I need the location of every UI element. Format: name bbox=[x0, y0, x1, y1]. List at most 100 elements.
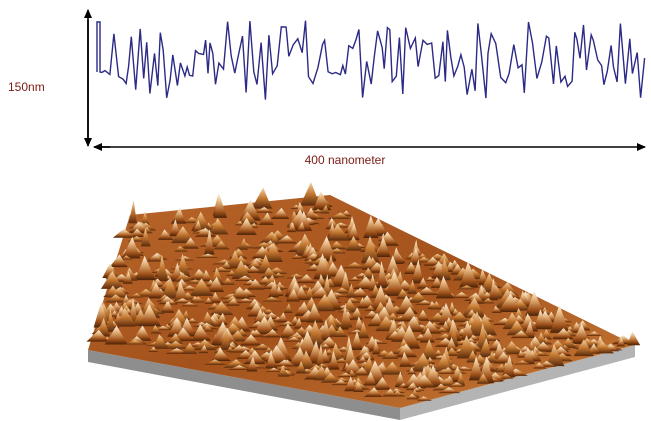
surface-peak bbox=[434, 349, 443, 356]
surface-peak bbox=[356, 356, 367, 363]
surface-peak bbox=[122, 271, 133, 284]
surface-peak bbox=[191, 324, 211, 341]
surface-peak bbox=[172, 327, 195, 342]
surface-peak bbox=[261, 267, 279, 279]
surface-peak bbox=[510, 330, 530, 339]
surface-peak bbox=[250, 343, 272, 350]
surface-peak bbox=[361, 255, 375, 270]
surface-peak bbox=[430, 276, 444, 288]
surface-peak bbox=[245, 261, 264, 269]
surface-peak bbox=[122, 236, 141, 259]
surface-peak bbox=[307, 319, 325, 347]
surface-peak bbox=[296, 274, 316, 284]
surface-peak bbox=[403, 373, 426, 389]
surface-peak bbox=[478, 338, 492, 358]
surface-peak bbox=[448, 311, 470, 323]
surface-peak bbox=[438, 302, 456, 326]
surface-peak bbox=[202, 325, 215, 332]
surface-peak bbox=[170, 207, 186, 224]
surface-peak bbox=[116, 307, 135, 327]
surface-peak bbox=[456, 371, 466, 386]
surface-peak bbox=[320, 204, 330, 214]
surface-peak bbox=[350, 331, 363, 350]
surface-peak bbox=[459, 261, 479, 288]
surface-peak bbox=[204, 359, 227, 365]
surface-peak bbox=[491, 305, 502, 313]
surface-peak bbox=[112, 228, 137, 238]
surface-peak bbox=[345, 283, 355, 298]
surface-peak bbox=[468, 356, 484, 381]
surface-peak bbox=[262, 242, 283, 263]
surface-peak bbox=[356, 295, 376, 309]
surface-peak bbox=[104, 325, 128, 345]
surface-peak bbox=[265, 367, 283, 372]
surface-peak bbox=[204, 297, 213, 304]
surface-peak bbox=[173, 272, 190, 282]
surface-peak bbox=[313, 253, 332, 280]
surface-peak bbox=[226, 250, 243, 269]
surface-peak bbox=[498, 373, 514, 379]
surface-right-side bbox=[400, 345, 635, 420]
surface-peak bbox=[174, 256, 195, 261]
surface-peak bbox=[367, 262, 390, 273]
surface-peak bbox=[161, 277, 179, 299]
surface-peak bbox=[124, 340, 148, 345]
surface-peak bbox=[140, 227, 151, 247]
surface-peak bbox=[439, 258, 451, 281]
surface-peak bbox=[273, 359, 297, 367]
surface-peak bbox=[274, 235, 298, 244]
surface-peak bbox=[571, 323, 590, 344]
surface-peak bbox=[627, 331, 641, 346]
surface-peak bbox=[519, 313, 539, 332]
surface-peak bbox=[295, 361, 307, 374]
surface-peak bbox=[407, 279, 417, 294]
surface-peak bbox=[222, 296, 242, 304]
surface-peak bbox=[243, 350, 266, 365]
surface-peak bbox=[533, 341, 553, 352]
surface-peak bbox=[340, 302, 349, 330]
surface-peak bbox=[174, 280, 189, 303]
surface-peak bbox=[181, 237, 199, 249]
surface-peak bbox=[320, 372, 340, 383]
surface-peak bbox=[399, 351, 412, 367]
surface-peak bbox=[299, 350, 316, 370]
surface-peak bbox=[159, 300, 175, 313]
surface-peak bbox=[334, 326, 348, 337]
surface-peak bbox=[210, 301, 234, 316]
surface-peak bbox=[319, 319, 332, 341]
surface-peak bbox=[229, 344, 249, 353]
surface-peak bbox=[213, 240, 230, 250]
surface-peak bbox=[186, 318, 199, 323]
surface-peak bbox=[546, 344, 565, 367]
surface-peak bbox=[164, 340, 188, 349]
surface-peak bbox=[206, 276, 225, 293]
surface-peak bbox=[128, 292, 144, 298]
surface-peak bbox=[295, 210, 312, 231]
surface-peak bbox=[211, 348, 231, 361]
surface-peak bbox=[148, 282, 165, 299]
surface-peak bbox=[552, 328, 575, 340]
surface-peak bbox=[240, 334, 261, 346]
surface-peak bbox=[171, 298, 193, 304]
width-label: 400 nanometer bbox=[305, 153, 386, 167]
surface-peak bbox=[395, 343, 418, 358]
surface-peak bbox=[286, 222, 297, 233]
surface-peak bbox=[176, 253, 191, 278]
surface-peak bbox=[102, 263, 119, 278]
surface-peak bbox=[264, 329, 281, 338]
surface-peak bbox=[377, 260, 389, 288]
surface-peak bbox=[231, 259, 252, 279]
surface-peak bbox=[270, 207, 290, 219]
surface-peak bbox=[396, 295, 418, 314]
surface-peak bbox=[208, 217, 229, 235]
surface-peak bbox=[265, 351, 278, 369]
surface-peak bbox=[476, 373, 490, 384]
surface-peak bbox=[251, 187, 272, 209]
surface-peak bbox=[235, 298, 258, 303]
surface-peak bbox=[381, 361, 403, 375]
surface-peak bbox=[480, 297, 495, 304]
profile-trace bbox=[96, 20, 646, 100]
surface-peak bbox=[304, 207, 318, 220]
surface-peak bbox=[193, 339, 218, 351]
